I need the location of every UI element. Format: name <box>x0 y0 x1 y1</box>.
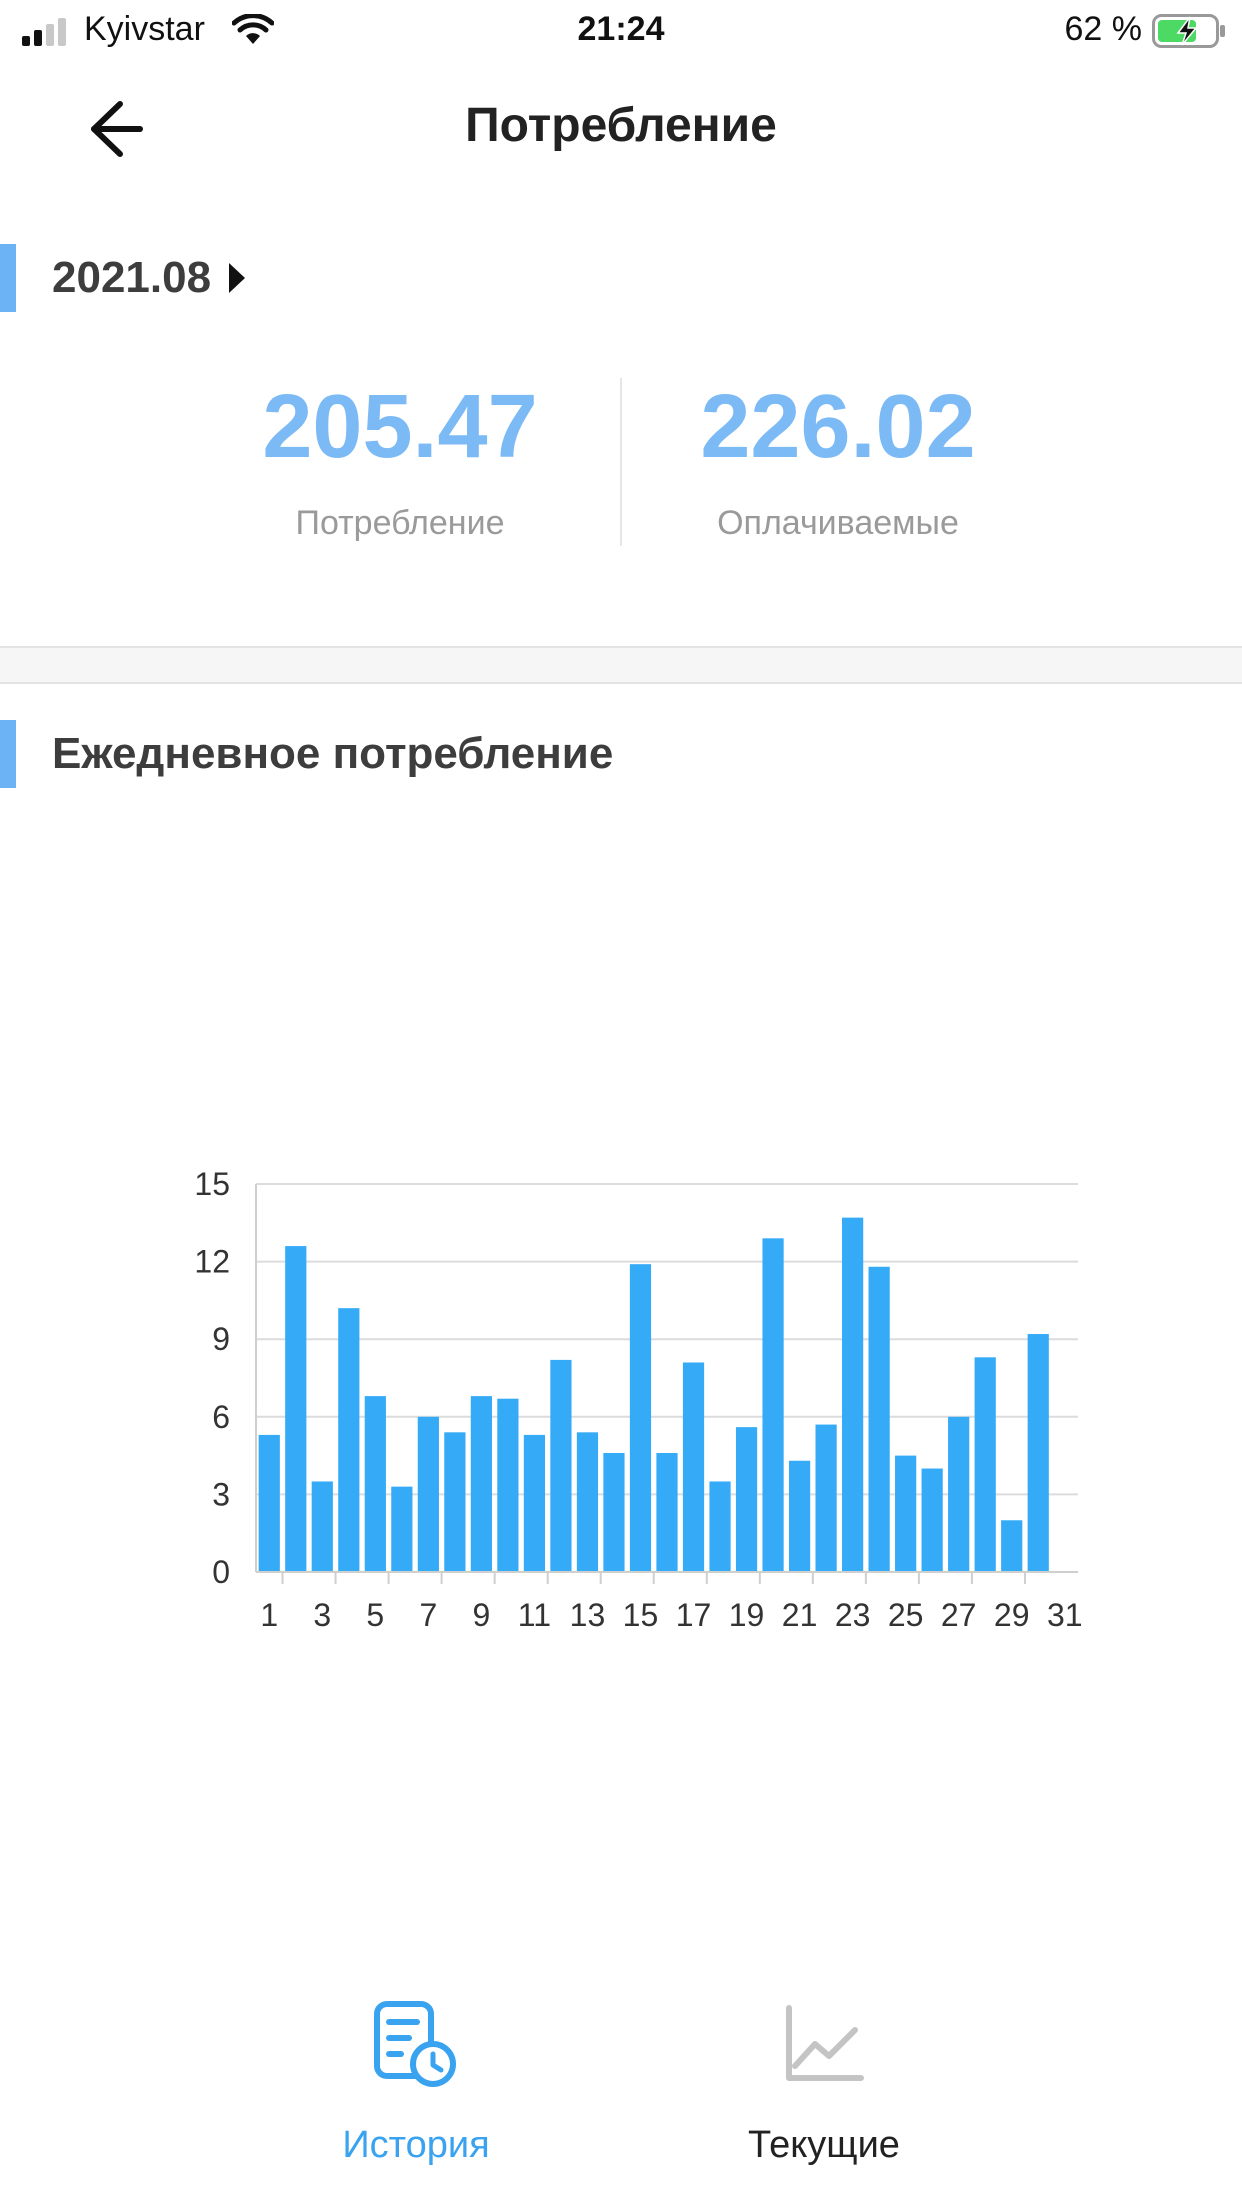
tab-current-label[interactable]: Текущие <box>748 2124 900 2166</box>
chart-bar <box>338 1308 360 1572</box>
chart-bar <box>444 1432 466 1572</box>
chart-bar <box>311 1481 333 1572</box>
status-bar: Kyivstar 21:24 62 % <box>0 0 1242 64</box>
back-arrow-icon[interactable] <box>74 98 160 160</box>
stat-divider <box>620 378 622 546</box>
y-tick-label: 15 <box>194 1166 230 1202</box>
y-tick-label: 6 <box>212 1399 230 1435</box>
x-tick-label: 21 <box>782 1597 818 1633</box>
chart-bar <box>629 1264 652 1572</box>
billable-stat: 226.02 Оплачиваемые <box>618 372 1058 543</box>
chart-bar <box>364 1396 386 1572</box>
tab-current[interactable]: Текущие <box>674 2000 974 2200</box>
daily-consumption-header: Ежедневное потребление <box>0 720 613 788</box>
chart-bar <box>285 1246 307 1572</box>
consumption-label: Потребление <box>295 504 505 542</box>
battery-charging-icon <box>1152 14 1225 48</box>
section-accent-bar <box>0 720 16 788</box>
x-tick-label: 7 <box>419 1597 437 1633</box>
battery-percentage: 62 % <box>1064 10 1143 48</box>
chart-bars <box>258 1217 1049 1572</box>
chart-bar <box>788 1460 811 1572</box>
y-tick-label: 9 <box>212 1321 230 1357</box>
chart-bar <box>682 1362 705 1572</box>
y-tick-label: 12 <box>194 1244 230 1280</box>
tab-history-label[interactable]: История <box>342 2124 490 2166</box>
history-document-clock-icon <box>374 2001 456 2087</box>
chart-bar <box>258 1434 280 1572</box>
tab-history[interactable]: История <box>266 2000 566 2200</box>
billable-label: Оплачиваемые <box>717 504 959 542</box>
chart-bar <box>762 1238 784 1572</box>
x-tick-label: 9 <box>472 1597 490 1633</box>
chart-bar <box>417 1416 439 1572</box>
chart-bar <box>523 1434 546 1572</box>
x-tick-label: 15 <box>623 1597 659 1633</box>
chart-bar <box>842 1217 864 1572</box>
section-accent-bar <box>0 244 16 312</box>
carrier-name: Kyivstar <box>84 10 205 48</box>
navigation-bar: Потребление <box>0 64 1242 194</box>
chart-bar <box>1027 1334 1049 1572</box>
x-tick-label: 23 <box>835 1597 871 1633</box>
chart-bar <box>470 1396 492 1572</box>
page-title: Потребление <box>465 99 777 152</box>
x-tick-label: 13 <box>570 1597 606 1633</box>
month-label[interactable]: 2021.08 <box>52 253 212 302</box>
x-tick-label: 29 <box>994 1597 1030 1633</box>
chart-bar <box>656 1453 678 1572</box>
line-chart-icon <box>786 2005 864 2081</box>
chart-bar <box>735 1427 758 1572</box>
x-tick-label: 19 <box>729 1597 765 1633</box>
x-tick-label: 25 <box>888 1597 924 1633</box>
section-separator <box>0 646 1242 684</box>
month-selector[interactable]: 2021.08 <box>0 244 246 312</box>
chart-bar <box>974 1357 996 1572</box>
wifi-icon <box>232 14 274 44</box>
consumption-stat: 205.47 Потребление <box>180 372 620 543</box>
chart-bar <box>391 1486 413 1572</box>
y-tick-label: 3 <box>212 1476 230 1512</box>
x-tick-label: 1 <box>260 1597 278 1633</box>
chart-bar <box>1001 1520 1023 1572</box>
chart-bar <box>948 1416 970 1572</box>
chart-bar <box>709 1481 731 1572</box>
consumption-value: 205.47 <box>262 377 538 477</box>
triangle-right-icon[interactable] <box>229 263 246 293</box>
x-tick-label: 3 <box>313 1597 331 1633</box>
chart-axes <box>255 1184 1078 1584</box>
chart-bar <box>550 1359 572 1572</box>
x-tick-label: 27 <box>941 1597 977 1633</box>
x-tick-label: 17 <box>676 1597 712 1633</box>
daily-consumption-title: Ежедневное потребление <box>52 729 614 778</box>
x-tick-label: 31 <box>1047 1597 1083 1633</box>
status-time: 21:24 <box>577 10 665 48</box>
chart-bar <box>815 1424 837 1572</box>
chart-bar <box>868 1266 890 1572</box>
chart-bar <box>603 1453 625 1572</box>
billable-value: 226.02 <box>700 377 976 477</box>
chart-bar <box>576 1432 599 1572</box>
x-tick-label: 5 <box>366 1597 384 1633</box>
chart-bar <box>921 1468 943 1572</box>
x-tick-label: 11 <box>518 1597 551 1633</box>
cellular-signal-icon <box>22 18 66 46</box>
chart-bar <box>497 1398 519 1572</box>
y-tick-label: 0 <box>212 1554 230 1590</box>
chart-bar <box>895 1455 917 1572</box>
